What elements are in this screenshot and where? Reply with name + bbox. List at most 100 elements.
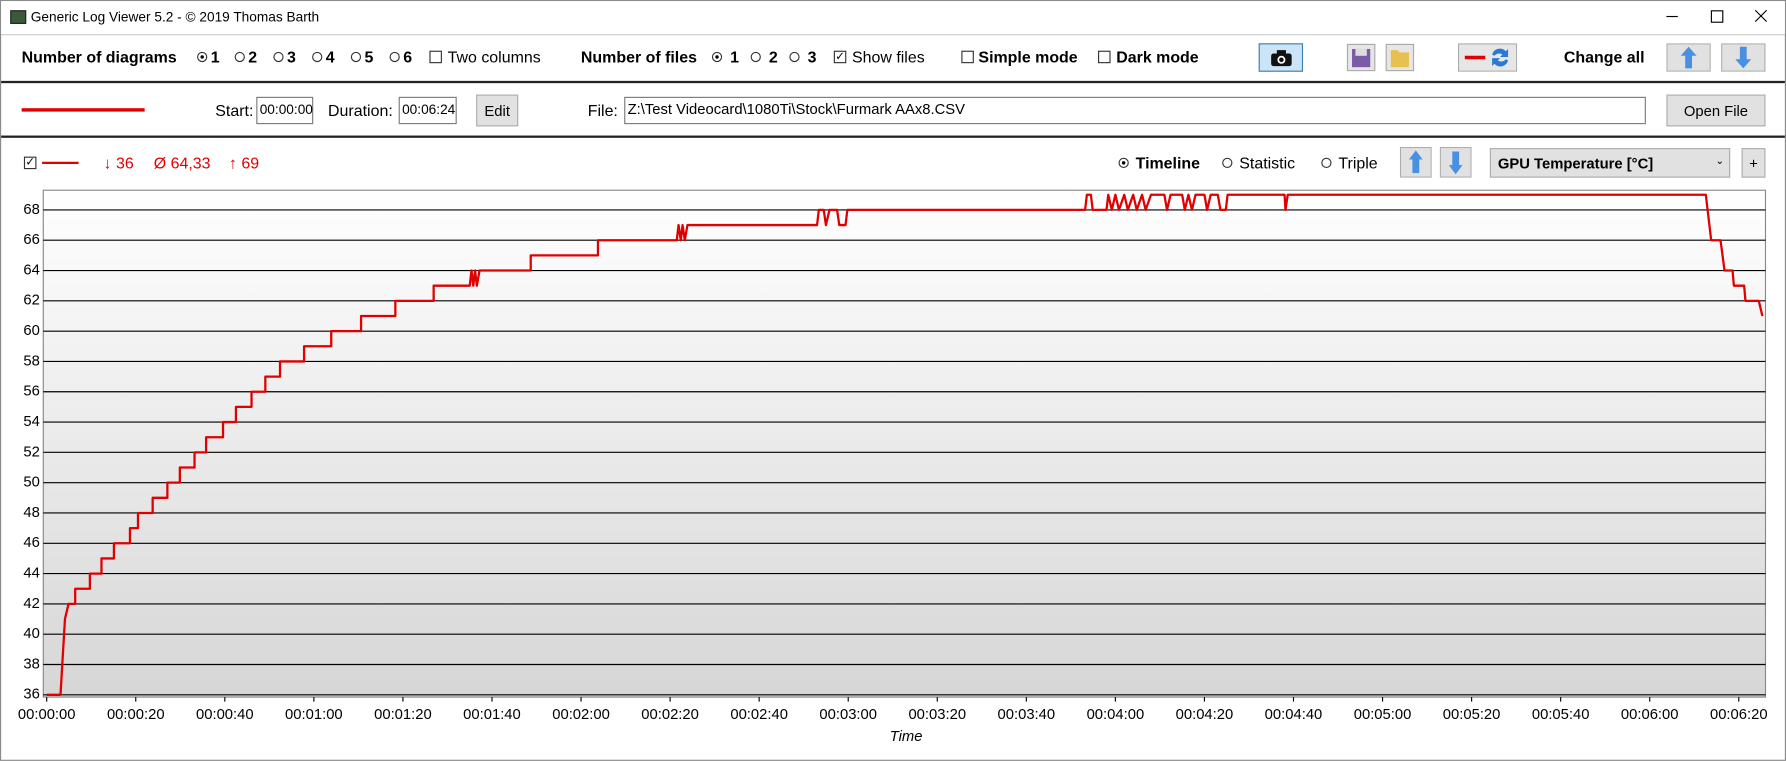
x-tick-label: 00:04:00 xyxy=(1087,707,1145,723)
data-line xyxy=(46,193,1764,696)
y-tick-label: 58 xyxy=(23,353,39,369)
radio-button[interactable] xyxy=(350,51,362,63)
checkbox[interactable]: ✓ xyxy=(23,156,37,170)
checkbox[interactable]: ✓ xyxy=(833,50,847,64)
x-tick-label: 00:03:20 xyxy=(908,707,966,723)
radio-button[interactable] xyxy=(1222,157,1233,169)
separator xyxy=(1,135,1785,138)
diagrams-label: Number of diagrams xyxy=(21,47,177,67)
file-option: 3 xyxy=(807,47,817,67)
x-tick-label: 00:03:40 xyxy=(998,707,1056,723)
two-columns-label: Two columns xyxy=(447,47,541,67)
duration-label: Duration: xyxy=(328,101,393,120)
radio-button[interactable] xyxy=(1118,157,1129,169)
radio-button[interactable] xyxy=(711,51,723,63)
move-down-button[interactable] xyxy=(1721,43,1766,72)
series-color-line[interactable] xyxy=(21,108,145,112)
file-option: 1 xyxy=(730,47,739,67)
plot-area xyxy=(42,189,1767,698)
y-tick-label: 56 xyxy=(23,384,39,400)
minimize-button[interactable] xyxy=(1666,15,1678,18)
y-tick-label: 36 xyxy=(23,687,39,703)
x-tick-label: 00:02:20 xyxy=(641,707,699,723)
x-tick-label: 00:06:00 xyxy=(1621,707,1679,723)
radio-button[interactable] xyxy=(234,51,245,63)
radio-button[interactable] xyxy=(312,51,323,63)
title-bar xyxy=(1,1,1785,34)
x-tick-label: 00:05:40 xyxy=(1532,707,1590,723)
view-mode-option: Statistic xyxy=(1239,153,1296,172)
diagram-option: 6 xyxy=(403,47,413,67)
radio-button[interactable] xyxy=(389,51,400,63)
diagram-down-button[interactable] xyxy=(1439,146,1472,178)
diagram-option: 3 xyxy=(287,47,296,67)
files-label: Number of files xyxy=(580,47,697,67)
x-axis-title: Time xyxy=(890,729,923,745)
x-tick-label: 00:04:20 xyxy=(1176,707,1234,723)
radio-button[interactable] xyxy=(273,51,284,63)
diagram-option: 4 xyxy=(325,47,335,67)
chart: 36 38 40 42 44 46 48 50 52 54 56 58 60 62 64 66 68 00:00:… xyxy=(18,189,1768,745)
avg-value: Ø 64,33 xyxy=(153,153,211,172)
x-tick-label: 00:02:40 xyxy=(730,707,788,723)
file-input[interactable]: Z:\Test Videocard\1080Ti\Stock\Furmark A… xyxy=(624,96,1646,125)
checkbox[interactable] xyxy=(429,50,442,64)
radio-button[interactable] xyxy=(1321,157,1332,169)
add-diagram-button[interactable]: + xyxy=(1741,148,1766,178)
radio-button[interactable] xyxy=(197,51,208,63)
view-mode-option: Timeline xyxy=(1135,153,1201,172)
series-color-line xyxy=(42,161,79,165)
edit-button[interactable]: Edit xyxy=(476,94,519,127)
x-tick-label: 00:01:40 xyxy=(463,707,521,723)
y-tick-label: 48 xyxy=(23,505,39,521)
x-tick-label: 00:05:00 xyxy=(1354,707,1412,723)
x-tick-label: 00:00:40 xyxy=(196,707,254,723)
x-tick-label: 00:04:40 xyxy=(1265,707,1323,723)
y-tick-label: 38 xyxy=(23,656,39,672)
maximize-button[interactable] xyxy=(1710,10,1724,23)
start-input[interactable]: 00:00:00 xyxy=(256,96,314,125)
diagram-option: 5 xyxy=(364,47,374,67)
close-button[interactable] xyxy=(1754,9,1768,23)
y-tick-label: 50 xyxy=(23,475,39,491)
open-folder-button[interactable] xyxy=(1385,43,1415,72)
radio-button[interactable] xyxy=(750,51,761,63)
y-tick-label: 40 xyxy=(23,626,39,642)
x-tick-label: 00:05:20 xyxy=(1443,707,1501,723)
open-file-button[interactable]: Open File xyxy=(1666,94,1766,127)
checkbox[interactable] xyxy=(961,50,974,64)
diagram-up-button[interactable] xyxy=(1399,146,1432,178)
x-tick-label: 00:00:00 xyxy=(18,707,76,723)
move-up-button[interactable] xyxy=(1666,43,1711,72)
screenshot-button[interactable] xyxy=(1258,43,1304,72)
min-value: ↓ 36 xyxy=(103,153,134,172)
show-files-label: Show files xyxy=(851,47,925,67)
y-tick-label: 54 xyxy=(23,414,39,430)
y-tick-label: 46 xyxy=(23,535,39,551)
camera-icon xyxy=(1270,49,1292,66)
view-mode-option: Triple xyxy=(1338,153,1378,172)
y-tick-label: 52 xyxy=(23,444,39,460)
x-tick-label: 00:03:00 xyxy=(819,707,877,723)
dark-mode-label: Dark mode xyxy=(1116,47,1199,67)
file-option: 2 xyxy=(768,47,778,67)
separator xyxy=(1,34,1785,36)
window-title: Generic Log Viewer 5.2 - © 2019 Thomas B… xyxy=(30,9,320,26)
y-tick-label: 68 xyxy=(23,202,39,218)
x-tick-label: 00:01:20 xyxy=(374,707,432,723)
start-label: Start: xyxy=(215,101,254,120)
checkbox[interactable] xyxy=(1098,50,1111,64)
save-button[interactable] xyxy=(1346,43,1376,72)
duration-input[interactable]: 00:06:24 xyxy=(398,96,457,125)
max-value: ↑ 69 xyxy=(228,153,260,172)
y-tick-label: 42 xyxy=(23,596,39,612)
dropdown-arrow: ⌄ xyxy=(1715,154,1724,167)
file-label: File: xyxy=(587,101,618,120)
sensor-dropdown[interactable]: GPU Temperature [°C] xyxy=(1489,148,1731,178)
change-all-label: Change all xyxy=(1563,47,1645,67)
simple-mode-label: Simple mode xyxy=(978,47,1078,67)
separator xyxy=(1,80,1785,84)
swap-color-button[interactable] xyxy=(1457,43,1518,72)
radio-button[interactable] xyxy=(789,51,800,63)
